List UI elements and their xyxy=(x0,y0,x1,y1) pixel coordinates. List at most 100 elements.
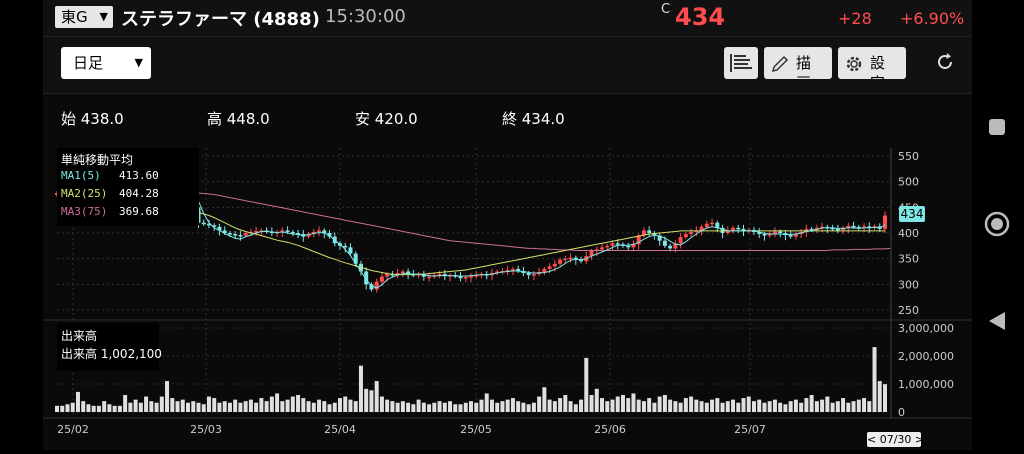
candle-body xyxy=(306,234,311,237)
volume-bar xyxy=(133,399,138,412)
market-select[interactable]: 東G ▼ xyxy=(55,6,113,28)
volume-bar xyxy=(620,394,625,412)
volume-bar xyxy=(149,401,154,412)
indicator-button[interactable] xyxy=(724,47,758,79)
volume-bar xyxy=(500,401,505,412)
volume-bar xyxy=(379,396,384,412)
volume-bar xyxy=(206,396,211,412)
settings-button[interactable]: 設定 xyxy=(838,47,906,79)
candle-body xyxy=(290,231,295,234)
candle-body xyxy=(406,271,411,275)
candle-body xyxy=(793,234,798,237)
period-select[interactable]: 日足 ▼ xyxy=(61,47,151,79)
volume-bar xyxy=(243,401,248,412)
stock-chart[interactable]: 5505004504003503002503,000,0002,000,0001… xyxy=(43,140,972,450)
candle-body xyxy=(626,245,631,248)
volume-bar xyxy=(668,399,673,412)
volume-legend: 出来高 出来高 1,002,100 xyxy=(57,323,162,371)
volume-bar xyxy=(579,399,584,412)
volume-bar xyxy=(107,404,112,412)
home-icon[interactable] xyxy=(984,211,1010,237)
ma1-legend: MA1(5) 413.60 xyxy=(61,169,159,182)
volume-bar xyxy=(531,402,536,412)
volume-bar xyxy=(662,394,667,412)
volume-bar xyxy=(275,393,280,412)
candle-body xyxy=(427,276,432,279)
candle-body xyxy=(469,276,473,278)
candle-body xyxy=(589,250,594,257)
volume-bar xyxy=(694,399,699,412)
volume-bar xyxy=(269,396,274,412)
candle-body xyxy=(227,233,232,235)
volume-bar xyxy=(86,404,91,412)
volume-bar xyxy=(741,398,746,412)
volume-bar xyxy=(374,381,379,412)
candle-body xyxy=(579,259,584,262)
volume-bar xyxy=(710,399,715,412)
volume-bar xyxy=(495,402,500,412)
date-tick-label: 25/02 xyxy=(57,423,89,436)
recent-apps-icon[interactable] xyxy=(989,119,1005,135)
volume-bar xyxy=(673,401,678,412)
volume-bar xyxy=(175,401,180,412)
volume-bar xyxy=(767,401,772,412)
volume-bar xyxy=(348,399,353,412)
refresh-icon[interactable] xyxy=(935,52,955,72)
volume-bar xyxy=(227,402,232,412)
candle-body xyxy=(400,271,405,274)
volume-bar xyxy=(448,401,453,412)
draw-button[interactable]: 描画 xyxy=(764,47,832,79)
volume-bar xyxy=(542,387,547,412)
crosshair-date-tag[interactable]: < 07/30 > xyxy=(867,432,925,447)
candle-body xyxy=(725,230,730,233)
volume-bar xyxy=(212,398,217,412)
volume-bar xyxy=(416,399,421,412)
volume-bar xyxy=(128,402,133,412)
volume-bar xyxy=(102,401,107,412)
volume-bar xyxy=(112,405,117,412)
volume-bar xyxy=(170,398,175,412)
candle-body xyxy=(563,258,568,261)
volume-bar xyxy=(563,394,568,412)
candle-body xyxy=(552,263,557,267)
candle-body xyxy=(327,233,332,237)
volume-bar xyxy=(783,404,788,412)
volume-bar xyxy=(353,401,358,412)
volume-bar xyxy=(364,388,369,412)
date-tick-label: 25/04 xyxy=(324,423,356,436)
volume-bar xyxy=(332,402,337,412)
volume-bar xyxy=(138,402,143,412)
volume-bar xyxy=(636,399,641,412)
volume-bar xyxy=(75,391,80,412)
back-icon[interactable] xyxy=(989,312,1005,330)
volume-bar xyxy=(442,402,447,412)
volume-bar xyxy=(474,402,479,412)
volume-tick-label: 3,000,000 xyxy=(898,322,954,335)
candle-body xyxy=(757,231,762,235)
volume-tick-label: 0 xyxy=(898,406,905,419)
volume-label: 出来高 xyxy=(61,347,98,361)
volume-bar xyxy=(233,399,238,412)
volume-bar xyxy=(96,405,101,412)
volume-bar xyxy=(725,401,730,412)
volume-bar xyxy=(809,394,814,412)
candle-body xyxy=(521,270,526,274)
volume-bar xyxy=(862,398,867,412)
volume-bar xyxy=(877,381,882,412)
volume-bar xyxy=(248,399,253,412)
candle-body xyxy=(285,230,290,232)
volume-bar xyxy=(736,402,741,412)
candle-body xyxy=(280,230,285,232)
volume-bar xyxy=(537,396,542,412)
candle-body xyxy=(683,234,688,238)
ma3-label: MA3(75) xyxy=(61,205,108,218)
ohlc-open: 始 438.0 xyxy=(61,110,124,128)
volume-bar xyxy=(872,347,877,412)
candle-body xyxy=(353,253,358,264)
candle-body xyxy=(736,227,741,230)
candle-body xyxy=(652,233,657,236)
volume-bar xyxy=(306,401,311,412)
volume-bar xyxy=(820,399,825,412)
volume-bar xyxy=(343,396,348,412)
volume-bar xyxy=(463,402,468,412)
